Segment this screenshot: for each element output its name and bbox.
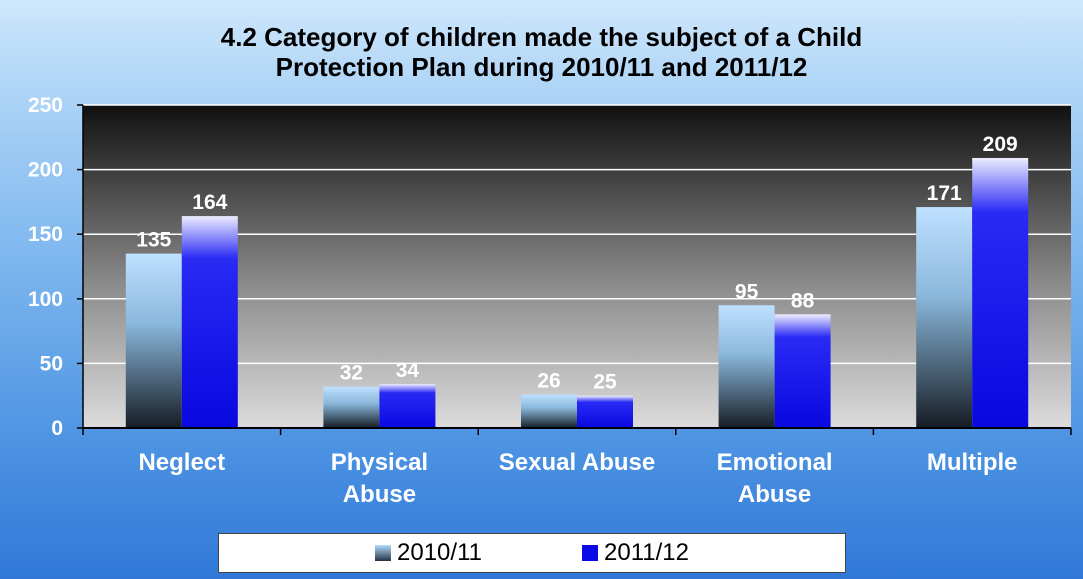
bar-2010-11-0 [125, 253, 182, 428]
data-label-2010-11-2: 26 [537, 369, 560, 392]
data-labels: 135 164 32 34 26 25 95 88 171 209 [136, 133, 1017, 394]
bar-2011-12-1 [379, 384, 436, 428]
bar-2011-12-2 [577, 395, 633, 428]
x-category-label-4: Multiple [927, 449, 1018, 476]
x-category-label-1: Physical Abuse [331, 449, 428, 508]
legend: 2010/11 2011/12 [218, 533, 846, 573]
bar-2011-12-4 [972, 157, 1029, 429]
bar-2011-12-0 [181, 216, 238, 428]
x-category-label-0: Neglect [138, 449, 225, 476]
bar-2010-11-2 [521, 394, 577, 428]
gridlines [83, 104, 1071, 365]
bars [125, 157, 1029, 429]
y-tick-label-50: 50 [40, 352, 63, 375]
legend-swatch-2011-12 [582, 545, 598, 561]
y-tick-label-100: 100 [28, 288, 63, 311]
x-category-label-line-3-0: Emotional [717, 449, 833, 476]
legend-item-2011-12: 2011/12 [582, 539, 689, 567]
y-tick-labels: 0 50 100 150 200 250 [28, 94, 63, 440]
x-category-labels: Neglect Physical Abuse Sexual Abuse Emotiona… [138, 449, 1017, 508]
y-tick-label-250: 250 [28, 94, 63, 117]
data-label-2011-12-0: 164 [192, 191, 227, 214]
x-category-label-line-1-0: Physical [331, 449, 428, 476]
bar-2011-12-3 [774, 314, 831, 428]
legend-label-2011-12: 2011/12 [604, 539, 689, 566]
x-category-label-line-1-1: Abuse [343, 481, 416, 508]
x-category-label-3: Emotional Abuse [717, 449, 833, 508]
bar-2010-11-4 [916, 207, 973, 428]
data-label-2010-11-3: 95 [735, 280, 759, 303]
plot-area [83, 105, 1071, 428]
data-label-2010-11-0: 135 [136, 229, 171, 252]
x-category-label-line-2-0: Sexual Abuse [499, 449, 656, 476]
chart-title-line-1: 4.2 Category of children made the subjec… [220, 22, 863, 52]
x-category-label-line-4-0: Multiple [927, 449, 1018, 476]
data-label-2011-12-1: 34 [396, 359, 420, 382]
axes [77, 104, 1072, 435]
y-tick-label-200: 200 [28, 159, 63, 182]
legend-item-2010-11: 2010/11 [375, 539, 482, 567]
data-label-2011-12-4: 209 [983, 133, 1018, 156]
chart-title: 4.2 Category of children made the subjec… [0, 22, 1083, 82]
data-label-2011-12-3: 88 [791, 289, 815, 312]
x-category-label-2: Sexual Abuse [499, 449, 656, 476]
legend-label-2010-11: 2010/11 [397, 539, 482, 566]
data-label-2010-11-4: 171 [927, 182, 962, 205]
chart-title-line-2: Protection Plan during 2010/11 and 2011/… [275, 52, 808, 82]
data-label-2010-11-1: 32 [340, 362, 363, 385]
y-tick-label-0: 0 [51, 417, 63, 440]
bar-2010-11-1 [323, 386, 380, 428]
legend-swatch-2010-11 [375, 545, 392, 561]
bar-2010-11-3 [718, 305, 775, 428]
y-tick-label-150: 150 [28, 223, 63, 246]
x-category-label-line-3-1: Abuse [738, 481, 811, 508]
data-label-2011-12-2: 25 [593, 371, 617, 394]
x-category-label-line-0-0: Neglect [138, 449, 225, 476]
